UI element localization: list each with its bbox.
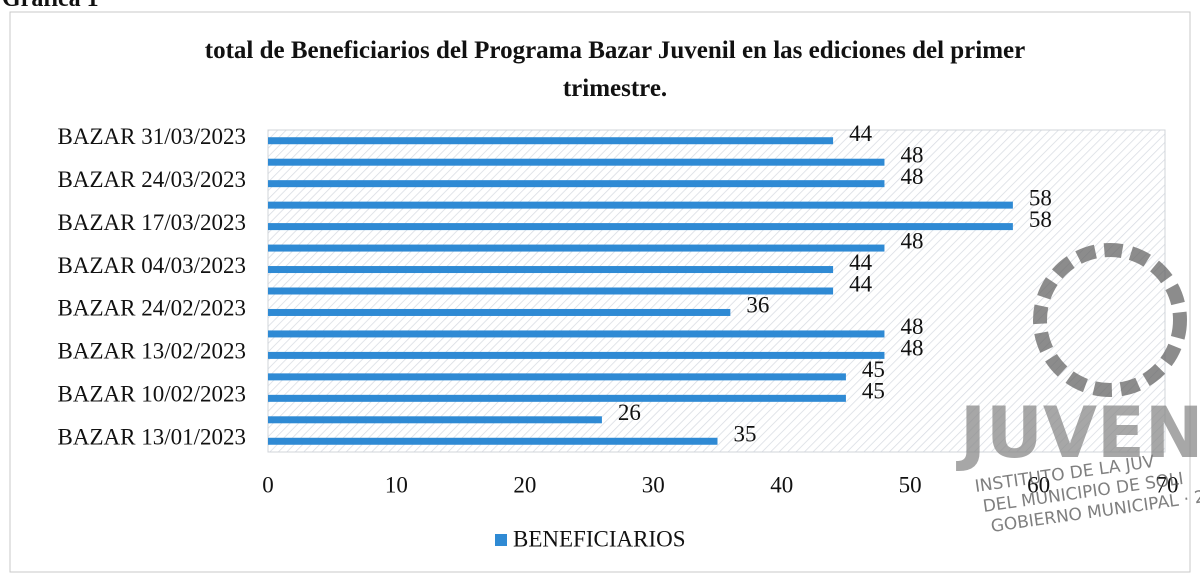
y-tick-label: BAZAR 13/01/2023 [58, 425, 246, 450]
y-tick-label: BAZAR 31/03/2023 [58, 124, 246, 149]
bar [268, 308, 731, 316]
legend-label: BENEFICIARIOS [513, 526, 686, 551]
x-tick-label: 60 [1027, 472, 1050, 497]
data-label: 45 [862, 357, 885, 382]
chart-title: total de Beneficiarios del Programa Baza… [204, 37, 1026, 102]
y-tick-label: BAZAR 10/02/2023 [58, 382, 246, 407]
data-label: 58 [1029, 207, 1052, 232]
bar [268, 394, 846, 402]
x-tick-label: 50 [899, 472, 922, 497]
data-label: 26 [618, 400, 641, 425]
y-tick-label: BAZAR 24/03/2023 [58, 167, 246, 192]
data-label: 48 [900, 164, 923, 189]
data-label: 36 [746, 293, 769, 318]
bar [268, 416, 602, 424]
bar [268, 266, 834, 274]
bar [268, 180, 885, 188]
y-tick-label: BAZAR 13/02/2023 [58, 339, 246, 364]
bar [268, 201, 1013, 209]
data-label: 48 [900, 228, 923, 253]
bar [268, 137, 834, 145]
x-tick-label: 20 [513, 472, 536, 497]
x-tick-label: 10 [385, 472, 408, 497]
legend-swatch [495, 534, 507, 546]
data-label: 58 [1029, 185, 1052, 210]
bar [268, 244, 885, 252]
y-tick-label: BAZAR 04/03/2023 [58, 253, 246, 278]
data-label: 45 [862, 379, 885, 404]
data-label: 48 [900, 314, 923, 339]
chart-frame [9, 11, 1191, 573]
x-tick-label: 70 [1156, 472, 1179, 497]
data-label: 48 [900, 142, 923, 167]
bar [268, 330, 885, 338]
bar [268, 223, 1013, 231]
data-label: 35 [734, 422, 757, 447]
x-tick-label: 0 [262, 472, 274, 497]
data-label: 44 [849, 121, 873, 146]
y-tick-label: BAZAR 24/02/2023 [58, 296, 246, 321]
bar [268, 351, 885, 359]
data-label: 48 [900, 336, 923, 361]
bar [268, 287, 834, 295]
bar [268, 158, 885, 166]
y-tick-label: BAZAR 17/03/2023 [58, 210, 246, 235]
bar [268, 437, 718, 445]
data-label: 44 [849, 271, 873, 296]
data-label: 44 [849, 250, 873, 275]
bar [268, 373, 846, 381]
x-tick-label: 40 [770, 472, 793, 497]
marks: 0 10 20 30 40 50 60 704448485858484444364848454… [58, 121, 1200, 551]
x-tick-label: 30 [642, 472, 665, 497]
stamp-emblem [1033, 243, 1187, 397]
heading: Gráfica 1 [2, 0, 99, 13]
stamp-logo: JUVENT [956, 392, 1200, 474]
